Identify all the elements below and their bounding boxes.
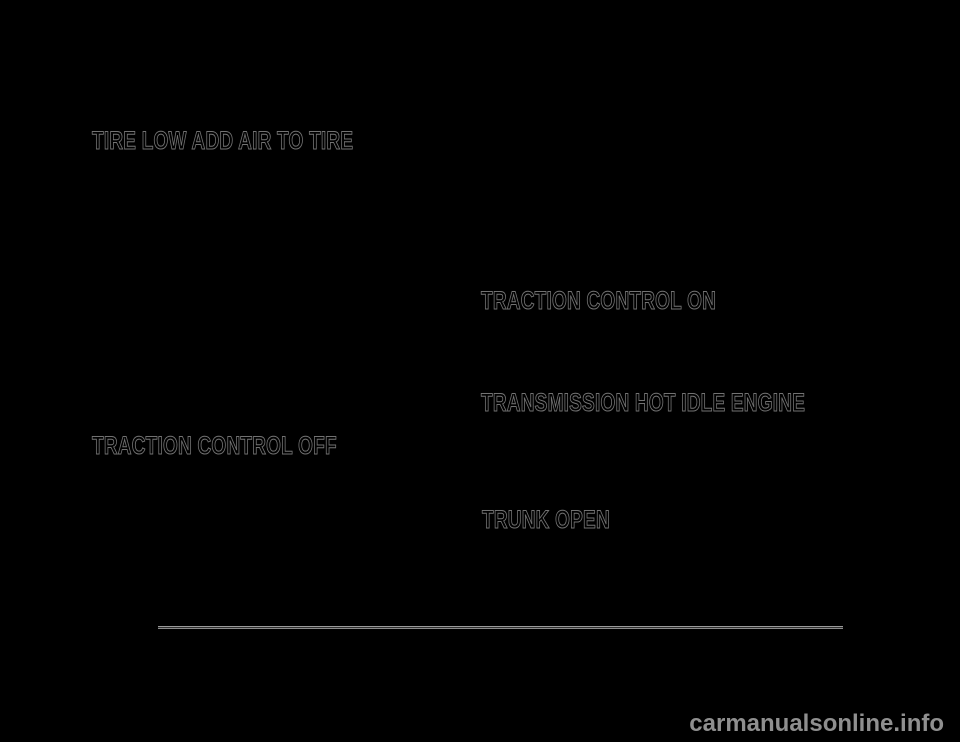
- heading-traction-control-off: TRACTION CONTROL OFF: [92, 432, 337, 460]
- heading-tire-low-add-air: TIRE LOW ADD AIR TO TIRE: [92, 127, 354, 155]
- heading-trunk-open: TRUNK OPEN: [482, 506, 610, 534]
- horizontal-rule: [158, 626, 843, 630]
- heading-traction-control-on: TRACTION CONTROL ON: [481, 287, 717, 315]
- watermark: carmanualsonline.info: [689, 710, 944, 737]
- heading-transmission-hot-idle-engine: TRANSMISSION HOT IDLE ENGINE: [481, 389, 806, 417]
